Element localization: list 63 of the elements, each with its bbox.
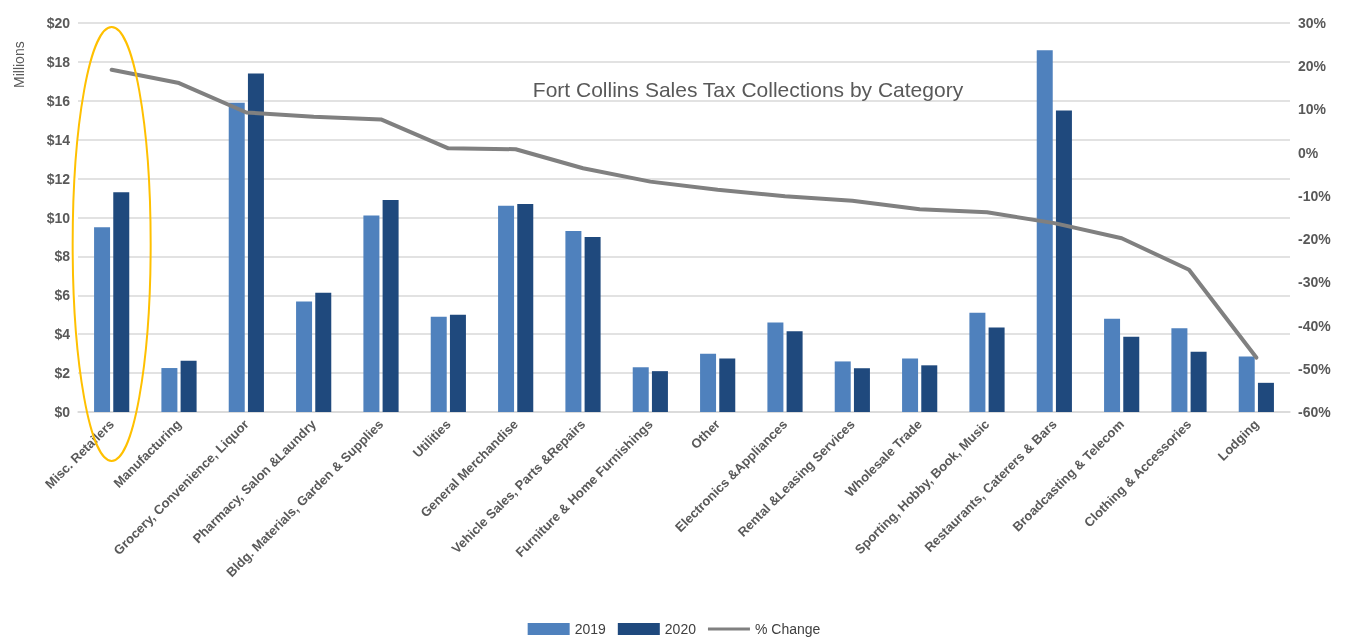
bar — [651, 371, 668, 412]
y-tick-label: $16 — [46, 92, 71, 109]
bar — [1123, 336, 1140, 412]
y-axis-title: Millions — [11, 41, 27, 88]
bar — [228, 102, 245, 412]
bar — [161, 368, 178, 412]
legend-label: 2020 — [664, 621, 697, 637]
bar — [921, 365, 938, 412]
bar — [584, 236, 601, 412]
bar — [180, 360, 197, 412]
bar — [449, 314, 466, 412]
bar — [565, 231, 582, 412]
y2-tick-label: -20% — [1298, 231, 1332, 248]
y2-tick-label: 20% — [1298, 58, 1327, 75]
bar — [719, 358, 736, 412]
bar — [1036, 50, 1053, 412]
bar — [315, 292, 332, 412]
y-tick-label: $12 — [46, 170, 71, 187]
bar — [632, 367, 649, 412]
y2-tick-label: -40% — [1298, 317, 1332, 334]
y2-tick-label: 0% — [1298, 144, 1319, 161]
bar — [94, 227, 111, 412]
bar — [430, 316, 447, 412]
bar — [517, 203, 534, 412]
bar — [1190, 351, 1207, 412]
y-tick-label: $4 — [54, 326, 71, 343]
text: Fort Collins Sales Tax Collections by Category — [532, 78, 964, 101]
y-tick-label: $0 — [54, 404, 71, 420]
bar — [853, 368, 870, 412]
legend-label: 2019 — [574, 621, 607, 637]
bar — [1055, 110, 1072, 412]
bar — [786, 331, 803, 412]
y-tick-label: $20 — [46, 15, 71, 31]
y-tick-label: $10 — [46, 209, 71, 226]
bar — [296, 301, 313, 412]
y2-tick-label: 10% — [1298, 101, 1327, 118]
y2-tick-label: -60% — [1298, 404, 1332, 420]
bar — [1257, 382, 1274, 412]
y2-tick-label: -10% — [1298, 187, 1332, 204]
y2-tick-label: -50% — [1298, 360, 1332, 377]
y-tick-label: $18 — [46, 53, 71, 70]
y-tick-label: $6 — [54, 287, 71, 304]
legend-label: % Change — [754, 621, 821, 637]
y2-tick-label: -30% — [1298, 274, 1332, 291]
y-tick-label: $14 — [46, 131, 71, 148]
bar — [969, 312, 986, 412]
line-series — [109, 67, 1259, 360]
bar — [1104, 318, 1121, 412]
bar — [988, 327, 1005, 412]
bar — [767, 322, 784, 412]
y-tick-label: $2 — [54, 365, 71, 382]
bar — [113, 192, 130, 412]
bar — [247, 73, 264, 412]
bar — [834, 361, 851, 412]
bar — [700, 353, 717, 412]
bar — [382, 200, 399, 412]
bar — [498, 205, 515, 412]
y2-tick-label: 30% — [1298, 15, 1327, 31]
bar — [363, 215, 380, 412]
bar — [902, 358, 919, 412]
bar — [1238, 356, 1255, 412]
bar — [1171, 328, 1188, 412]
y-tick-label: $8 — [54, 248, 71, 265]
